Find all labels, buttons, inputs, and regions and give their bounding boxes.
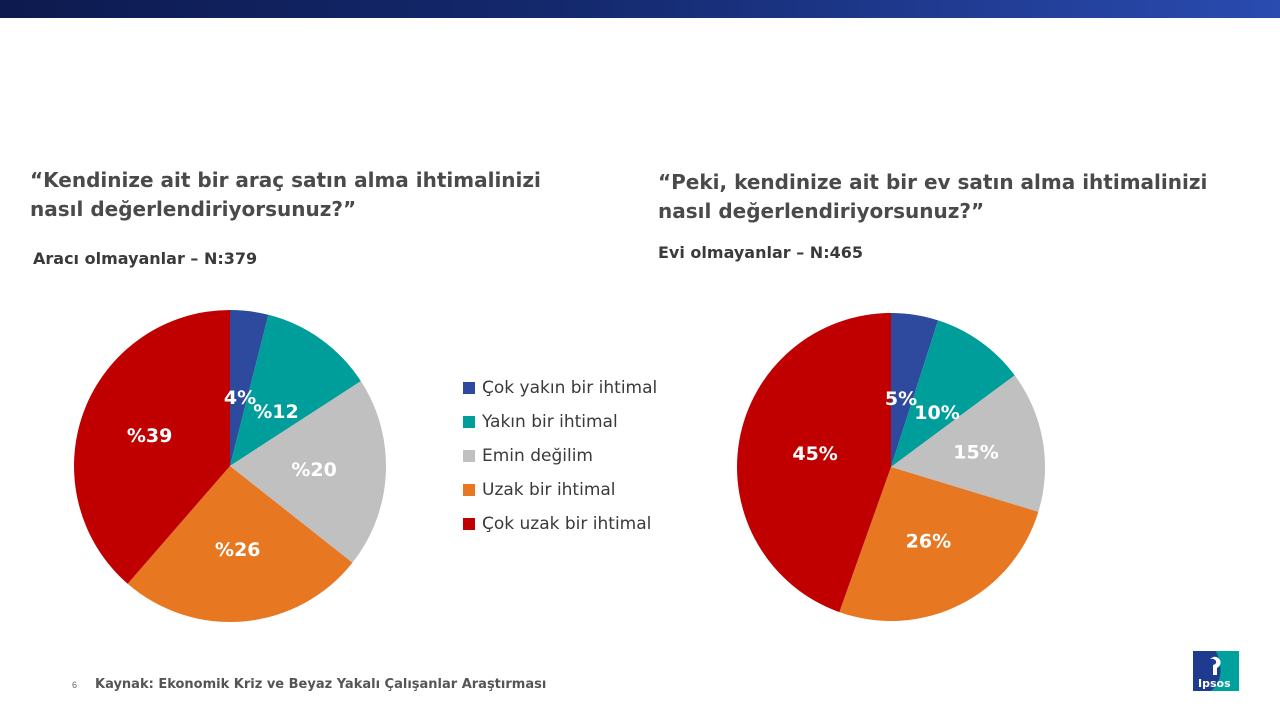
legend-label: Emin değilim <box>482 446 593 466</box>
chart2-subtitle: Evi olmayanlar – N:465 <box>658 243 863 262</box>
pie-data-label: 4% <box>224 387 256 409</box>
pie-slice <box>230 314 361 466</box>
pie-slice <box>74 310 231 584</box>
page-number: 6 <box>72 680 78 690</box>
top-banner <box>0 0 1280 18</box>
source-note: Kaynak: Ekonomik Kriz ve Beyaz Yakalı Ça… <box>95 677 547 692</box>
pie-data-label: %12 <box>253 401 298 423</box>
legend-swatch <box>463 484 475 496</box>
pie-slice <box>127 466 353 622</box>
legend-label: Uzak bir ihtimal <box>482 480 616 500</box>
legend-label: Çok yakın bir ihtimal <box>482 378 658 398</box>
pie-data-label: 5% <box>885 388 917 410</box>
legend-swatch <box>463 416 475 428</box>
pie-chart-house: 5%10% 15% 26% 45% <box>737 313 1046 621</box>
pie-data-label: 26% <box>906 530 951 552</box>
pie-slice <box>891 320 1015 467</box>
logo-text: Ipsos <box>1198 677 1231 690</box>
pie-data-label: 45% <box>792 443 837 465</box>
pie-slice <box>839 467 1039 621</box>
pie-data-label: 10% <box>914 402 959 424</box>
pie-slice <box>891 313 939 467</box>
legend-label: Yakın bir ihtimal <box>482 412 618 432</box>
pie-slice <box>230 310 269 466</box>
chart2-title: “Peki, kendinize ait bir ev satın alma i… <box>658 170 1208 223</box>
pie-data-label: %26 <box>215 539 260 561</box>
chart-legend: Çok yakın bir ihtimal Yakın bir ihtimal … <box>463 371 657 541</box>
pie-slice <box>737 313 891 613</box>
legend-swatch <box>463 450 475 462</box>
pie-slice <box>230 381 387 563</box>
chart1-subtitle: Aracı olmayanlar – N:379 <box>33 249 258 268</box>
pie-data-label: %39 <box>127 425 172 447</box>
legend-item-cok-uzak: Çok uzak bir ihtimal <box>463 507 657 541</box>
chart1-title: “Kendinize ait bir araç satın alma ihtim… <box>30 168 541 221</box>
pie-chart-car: 4%%12 %20 %26 %39 <box>74 310 387 622</box>
legend-label: Çok uzak bir ihtimal <box>482 514 652 534</box>
legend-swatch <box>463 518 475 530</box>
pie-data-label: 15% <box>953 441 998 463</box>
pie-data-label: %20 <box>291 459 336 481</box>
pie-slice <box>891 375 1046 512</box>
legend-item-emin-degilim: Emin değilim <box>463 439 657 473</box>
legend-item-cok-yakin: Çok yakın bir ihtimal <box>463 371 657 405</box>
ipsos-logo: Ipsos <box>1193 651 1239 691</box>
legend-item-yakin: Yakın bir ihtimal <box>463 405 657 439</box>
legend-item-uzak: Uzak bir ihtimal <box>463 473 657 507</box>
legend-swatch <box>463 382 475 394</box>
